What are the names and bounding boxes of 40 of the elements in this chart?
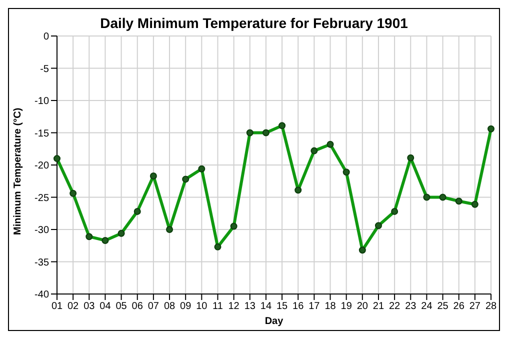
x-tick-label: 05 (116, 301, 128, 312)
x-tick-label: 20 (356, 301, 368, 312)
y-tick-label: -15 (34, 128, 50, 140)
x-tick-label: 24 (421, 301, 433, 312)
x-tick-label: 22 (388, 301, 401, 312)
y-tick-label: -5 (40, 64, 50, 75)
y-tick-label: -30 (34, 225, 50, 236)
x-tick-label: 18 (324, 301, 336, 312)
x-tick-label: 14 (260, 301, 272, 312)
x-tick-label: 04 (100, 301, 112, 312)
x-tick-label: 17 (308, 301, 320, 312)
x-tick-label: 06 (132, 301, 144, 312)
y-tick-label: -35 (34, 257, 50, 268)
y-tick-label: -10 (34, 96, 50, 108)
x-tick-label: 02 (68, 301, 80, 312)
y-tick-label: -20 (34, 160, 50, 172)
x-tick-label: 28 (485, 301, 497, 312)
y-tick-label: 0 (43, 32, 50, 43)
x-tick-label: 08 (164, 301, 176, 312)
y-tick-label: -40 (34, 290, 50, 301)
x-tick-label: 09 (180, 301, 192, 312)
x-tick-label: 23 (405, 301, 417, 312)
x-tick-label: 15 (276, 301, 288, 312)
x-tick-label: 01 (51, 301, 63, 312)
x-tick-label: 11 (212, 301, 224, 312)
x-tick-label: 03 (84, 301, 96, 312)
x-tick-label: 21 (372, 301, 384, 312)
x-axis-title: Day (264, 316, 284, 327)
chart-title: Daily Minimum Temperature for February 1901 (99, 14, 409, 31)
x-tick-label: 13 (244, 301, 256, 312)
x-tick-label: 12 (228, 301, 240, 312)
x-tick-label: 07 (148, 301, 160, 312)
x-tick-label: 19 (340, 301, 352, 312)
x-tick-label: 25 (437, 301, 449, 312)
x-tick-label: 26 (453, 301, 465, 312)
x-tick-label: 10 (196, 301, 208, 312)
x-tick-label: 27 (469, 301, 481, 312)
x-tick-label: 16 (292, 301, 304, 312)
y-tick-label: -25 (34, 192, 50, 204)
y-axis-title: Minimum Temperature (°C) (12, 108, 24, 235)
